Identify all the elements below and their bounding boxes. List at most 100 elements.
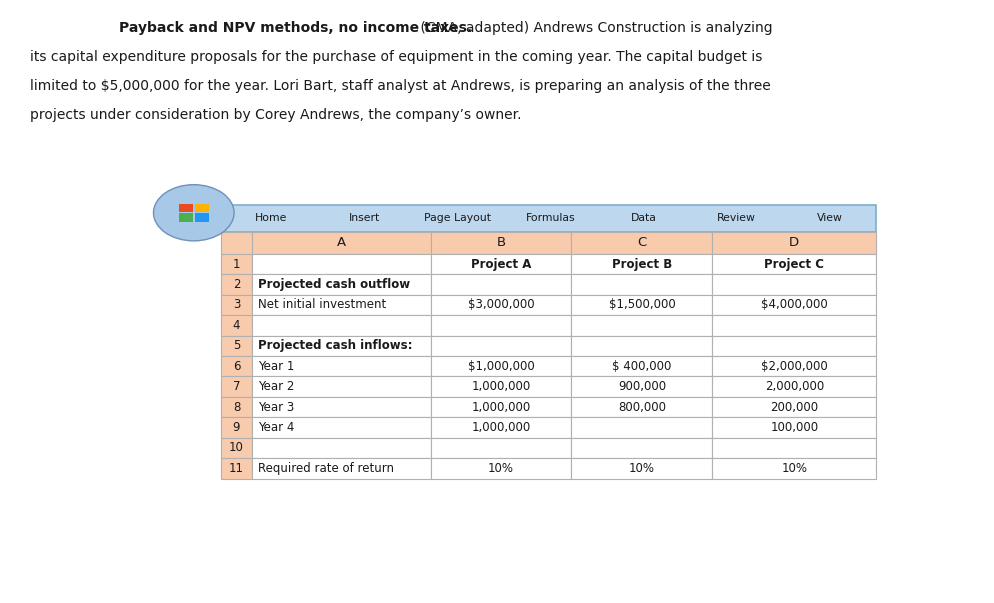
Bar (221, 274, 251, 295)
Text: $2,000,000: $2,000,000 (760, 360, 827, 373)
Bar (571, 315, 712, 336)
Text: Project B: Project B (611, 257, 671, 271)
Text: 9: 9 (233, 421, 240, 434)
Text: $3,000,000: $3,000,000 (467, 298, 534, 312)
Text: 200,000: 200,000 (769, 400, 817, 414)
Bar (571, 336, 712, 356)
Bar (430, 232, 571, 254)
Bar (221, 336, 251, 356)
Text: 7: 7 (233, 380, 240, 393)
Text: 2: 2 (233, 278, 240, 291)
Text: 10%: 10% (780, 462, 806, 475)
Text: Project C: Project C (763, 257, 823, 271)
Text: 1,000,000: 1,000,000 (471, 400, 530, 414)
Bar (712, 254, 876, 274)
Bar (251, 417, 430, 438)
Bar (571, 397, 712, 417)
Text: $ 400,000: $ 400,000 (611, 360, 671, 373)
Bar (430, 417, 571, 438)
Text: View: View (816, 213, 842, 223)
Text: Year 4: Year 4 (257, 421, 293, 434)
Bar (251, 458, 430, 479)
Text: Year 3: Year 3 (257, 400, 293, 414)
Text: Data: Data (630, 213, 656, 223)
Bar (430, 315, 571, 336)
Bar (221, 204, 876, 232)
Text: Year 2: Year 2 (257, 380, 293, 393)
Bar (195, 213, 209, 222)
Text: 4: 4 (233, 319, 240, 332)
Bar (430, 397, 571, 417)
Bar (571, 417, 712, 438)
Text: $1,500,000: $1,500,000 (608, 298, 675, 312)
Text: Projected cash inflows:: Projected cash inflows: (257, 339, 412, 352)
Text: its capital expenditure proposals for the purchase of equipment in the coming ye: its capital expenditure proposals for th… (30, 50, 761, 64)
Bar (195, 204, 209, 212)
Text: $1,000,000: $1,000,000 (467, 360, 534, 373)
Text: limited to $5,000,000 for the year. Lori Bart, staff analyst at Andrews, is prep: limited to $5,000,000 for the year. Lori… (30, 79, 769, 93)
Text: Project A: Project A (470, 257, 531, 271)
Bar (221, 376, 251, 397)
Bar (571, 274, 712, 295)
Text: 1,000,000: 1,000,000 (471, 421, 530, 434)
Bar (251, 232, 430, 254)
Bar (221, 458, 251, 479)
Text: 10: 10 (229, 441, 244, 455)
Bar (221, 356, 251, 376)
Text: Net initial investment: Net initial investment (257, 298, 386, 312)
Bar (221, 438, 251, 458)
Bar (430, 458, 571, 479)
Text: Projected cash outflow: Projected cash outflow (257, 278, 410, 291)
Text: Insert: Insert (348, 213, 380, 223)
Text: 8: 8 (233, 400, 240, 414)
Bar (251, 295, 430, 315)
Text: 1,000,000: 1,000,000 (471, 380, 530, 393)
Text: 11: 11 (229, 462, 244, 475)
Bar (251, 376, 430, 397)
Bar (430, 438, 571, 458)
Bar (251, 336, 430, 356)
Bar (712, 336, 876, 356)
Bar (251, 315, 430, 336)
Text: B: B (496, 236, 505, 249)
Bar (430, 336, 571, 356)
Text: 5: 5 (233, 339, 240, 352)
Bar (179, 213, 193, 222)
Text: Required rate of return: Required rate of return (257, 462, 394, 475)
Bar (712, 438, 876, 458)
Text: Home: Home (254, 213, 287, 223)
Text: Year 1: Year 1 (257, 360, 293, 373)
Bar (221, 295, 251, 315)
Bar (571, 254, 712, 274)
Bar (430, 254, 571, 274)
Bar (571, 232, 712, 254)
Text: (CMA, adapted) Andrews Construction is analyzing: (CMA, adapted) Andrews Construction is a… (415, 21, 771, 35)
Bar (712, 417, 876, 438)
Bar (221, 254, 251, 274)
Bar (571, 458, 712, 479)
Bar (712, 274, 876, 295)
Text: Payback and NPV methods, no income taxes.: Payback and NPV methods, no income taxes… (119, 21, 472, 35)
Bar (430, 295, 571, 315)
Text: 10%: 10% (487, 462, 514, 475)
Bar (221, 417, 251, 438)
Text: $4,000,000: $4,000,000 (760, 298, 827, 312)
Text: Review: Review (717, 213, 755, 223)
Bar (430, 274, 571, 295)
Bar (712, 458, 876, 479)
Bar (571, 356, 712, 376)
Bar (221, 232, 251, 254)
Ellipse shape (153, 185, 234, 241)
Bar (251, 274, 430, 295)
Bar (571, 376, 712, 397)
Bar (251, 356, 430, 376)
Text: C: C (636, 236, 646, 249)
Text: 3: 3 (233, 298, 240, 312)
Bar (712, 376, 876, 397)
Text: Formulas: Formulas (525, 213, 575, 223)
Bar (221, 315, 251, 336)
Bar (430, 356, 571, 376)
Bar (712, 315, 876, 336)
Bar (571, 438, 712, 458)
Text: 2,000,000: 2,000,000 (764, 380, 823, 393)
